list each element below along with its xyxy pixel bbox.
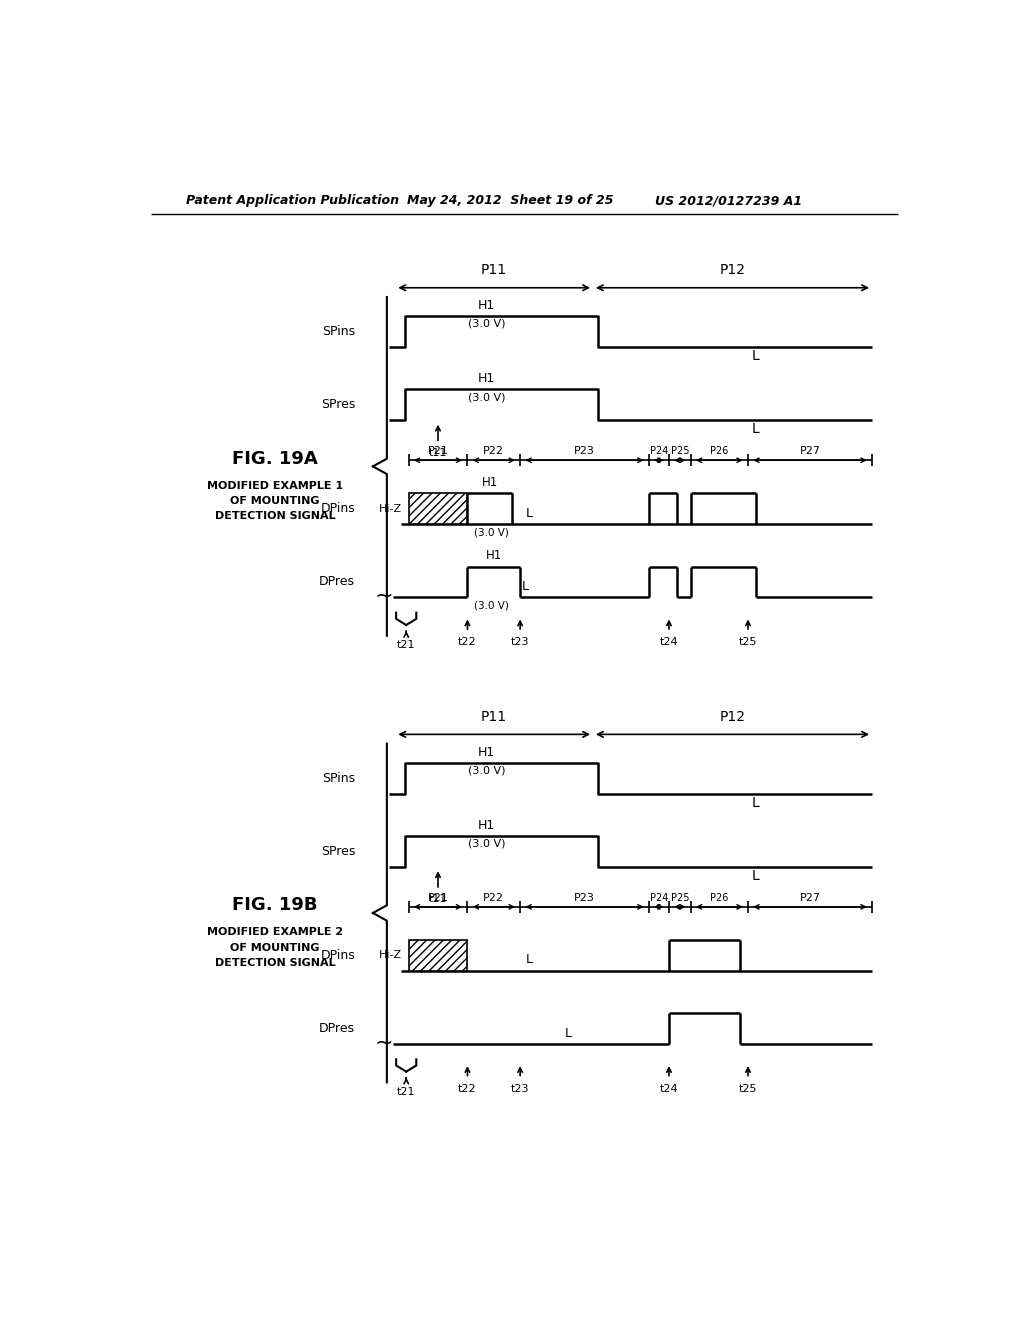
Text: H1: H1 xyxy=(478,372,495,385)
Text: L: L xyxy=(752,796,760,810)
Text: t24: t24 xyxy=(659,1084,678,1093)
Text: L: L xyxy=(526,953,532,966)
Text: (3.0 V): (3.0 V) xyxy=(474,601,509,610)
Text: t24: t24 xyxy=(659,638,678,647)
Text: P22: P22 xyxy=(483,446,504,455)
Text: SPres: SPres xyxy=(321,399,355,412)
Text: t11: t11 xyxy=(429,894,447,904)
Text: H1: H1 xyxy=(478,298,495,312)
Text: SPins: SPins xyxy=(322,772,355,785)
Text: P23: P23 xyxy=(574,446,595,455)
Text: May 24, 2012  Sheet 19 of 25: May 24, 2012 Sheet 19 of 25 xyxy=(407,194,613,207)
Text: (3.0 V): (3.0 V) xyxy=(468,838,505,849)
Bar xyxy=(409,940,467,970)
Text: DETECTION SIGNAL: DETECTION SIGNAL xyxy=(215,958,336,968)
Text: P21: P21 xyxy=(428,446,449,455)
Text: H1: H1 xyxy=(478,818,495,832)
Text: P27: P27 xyxy=(800,446,820,455)
Text: L: L xyxy=(564,1027,571,1040)
Text: H1: H1 xyxy=(482,477,498,490)
Text: H1: H1 xyxy=(478,746,495,759)
Text: P24: P24 xyxy=(649,892,668,903)
Text: Patent Application Publication: Patent Application Publication xyxy=(186,194,399,207)
Text: L: L xyxy=(752,422,760,437)
Text: Hi-Z: Hi-Z xyxy=(379,504,402,513)
Text: P21: P21 xyxy=(428,892,449,903)
Text: L: L xyxy=(526,507,532,520)
Text: FIG. 19B: FIG. 19B xyxy=(232,896,318,915)
Text: t23: t23 xyxy=(511,638,529,647)
Text: t25: t25 xyxy=(738,638,758,647)
Text: L: L xyxy=(752,869,760,883)
Text: ~: ~ xyxy=(375,1032,393,1052)
Text: DETECTION SIGNAL: DETECTION SIGNAL xyxy=(215,511,336,521)
Text: DPres: DPres xyxy=(319,576,355,589)
Text: t25: t25 xyxy=(738,1084,758,1093)
Text: t23: t23 xyxy=(511,1084,529,1093)
Text: P22: P22 xyxy=(483,892,504,903)
Text: H1: H1 xyxy=(485,549,502,562)
Text: Hi-Z: Hi-Z xyxy=(379,950,402,961)
Text: P11: P11 xyxy=(481,710,507,723)
Text: t22: t22 xyxy=(458,638,477,647)
Text: ~: ~ xyxy=(375,586,393,606)
Text: t21: t21 xyxy=(397,640,416,649)
Text: (3.0 V): (3.0 V) xyxy=(468,766,505,776)
Text: US 2012/0127239 A1: US 2012/0127239 A1 xyxy=(655,194,802,207)
Text: OF MOUNTING: OF MOUNTING xyxy=(230,496,319,506)
Text: P23: P23 xyxy=(574,892,595,903)
Text: L: L xyxy=(522,579,529,593)
Text: P12: P12 xyxy=(720,263,745,277)
Text: MODIFIED EXAMPLE 1: MODIFIED EXAMPLE 1 xyxy=(207,480,343,491)
Text: (3.0 V): (3.0 V) xyxy=(474,527,509,537)
Bar xyxy=(409,494,467,524)
Text: P24: P24 xyxy=(649,446,668,455)
Text: P26: P26 xyxy=(710,446,728,455)
Text: L: L xyxy=(752,350,760,363)
Text: P26: P26 xyxy=(710,892,728,903)
Text: DPins: DPins xyxy=(321,949,355,962)
Text: P25: P25 xyxy=(671,446,689,455)
Text: t21: t21 xyxy=(397,1086,416,1097)
Text: t11: t11 xyxy=(429,447,447,458)
Text: P11: P11 xyxy=(481,263,507,277)
Text: SPres: SPres xyxy=(321,845,355,858)
Text: P25: P25 xyxy=(671,892,689,903)
Text: DPins: DPins xyxy=(321,502,355,515)
Text: P12: P12 xyxy=(720,710,745,723)
Text: DPres: DPres xyxy=(319,1022,355,1035)
Text: SPins: SPins xyxy=(322,325,355,338)
Text: P27: P27 xyxy=(800,892,820,903)
Text: FIG. 19A: FIG. 19A xyxy=(232,450,318,467)
Text: t22: t22 xyxy=(458,1084,477,1093)
Text: OF MOUNTING: OF MOUNTING xyxy=(230,942,319,953)
Text: (3.0 V): (3.0 V) xyxy=(468,392,505,403)
Text: (3.0 V): (3.0 V) xyxy=(468,319,505,329)
Text: MODIFIED EXAMPLE 2: MODIFIED EXAMPLE 2 xyxy=(207,927,343,937)
